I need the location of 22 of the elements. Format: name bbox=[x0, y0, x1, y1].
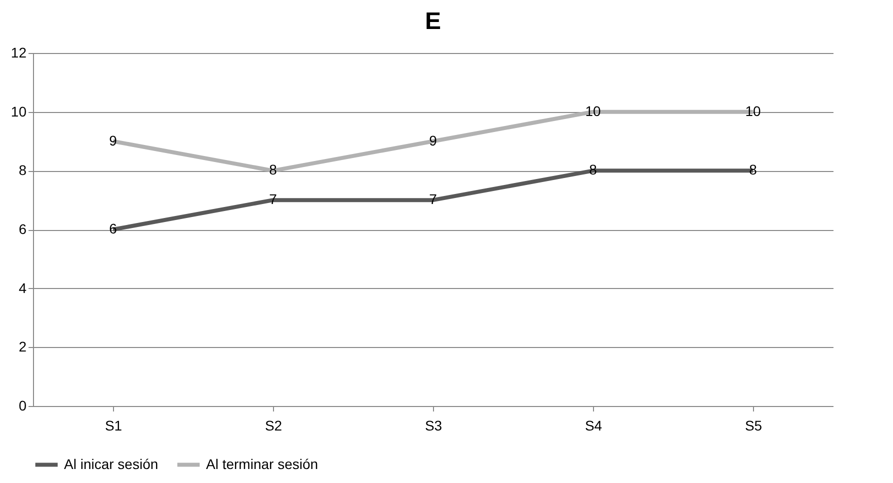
y-tick-label: 0 bbox=[18, 398, 27, 414]
data-label: 6 bbox=[109, 220, 118, 236]
y-tick-label: 12 bbox=[10, 44, 27, 60]
x-tick-label: S2 bbox=[264, 418, 282, 434]
data-label: 8 bbox=[269, 162, 278, 178]
chart-title: E bbox=[424, 8, 442, 35]
y-tick-label: 8 bbox=[18, 162, 27, 178]
x-tick-label: S5 bbox=[744, 418, 762, 434]
y-tick-label: 6 bbox=[18, 221, 27, 237]
legend-label: Al inicar sesión bbox=[64, 456, 158, 472]
legend-label: Al terminar sesión bbox=[206, 456, 318, 472]
x-tick-label: S1 bbox=[104, 418, 122, 434]
y-tick-label: 2 bbox=[18, 338, 27, 355]
x-tick-label: S3 bbox=[424, 418, 442, 434]
data-label: 10 bbox=[745, 102, 761, 119]
y-tick-label: 4 bbox=[18, 280, 27, 296]
data-label: 8 bbox=[749, 162, 758, 178]
data-label: 9 bbox=[429, 132, 438, 148]
y-tick-label: 10 bbox=[10, 103, 27, 120]
data-label: 9 bbox=[109, 132, 118, 148]
data-label: 10 bbox=[585, 102, 601, 119]
x-tick-label: S4 bbox=[584, 418, 602, 434]
